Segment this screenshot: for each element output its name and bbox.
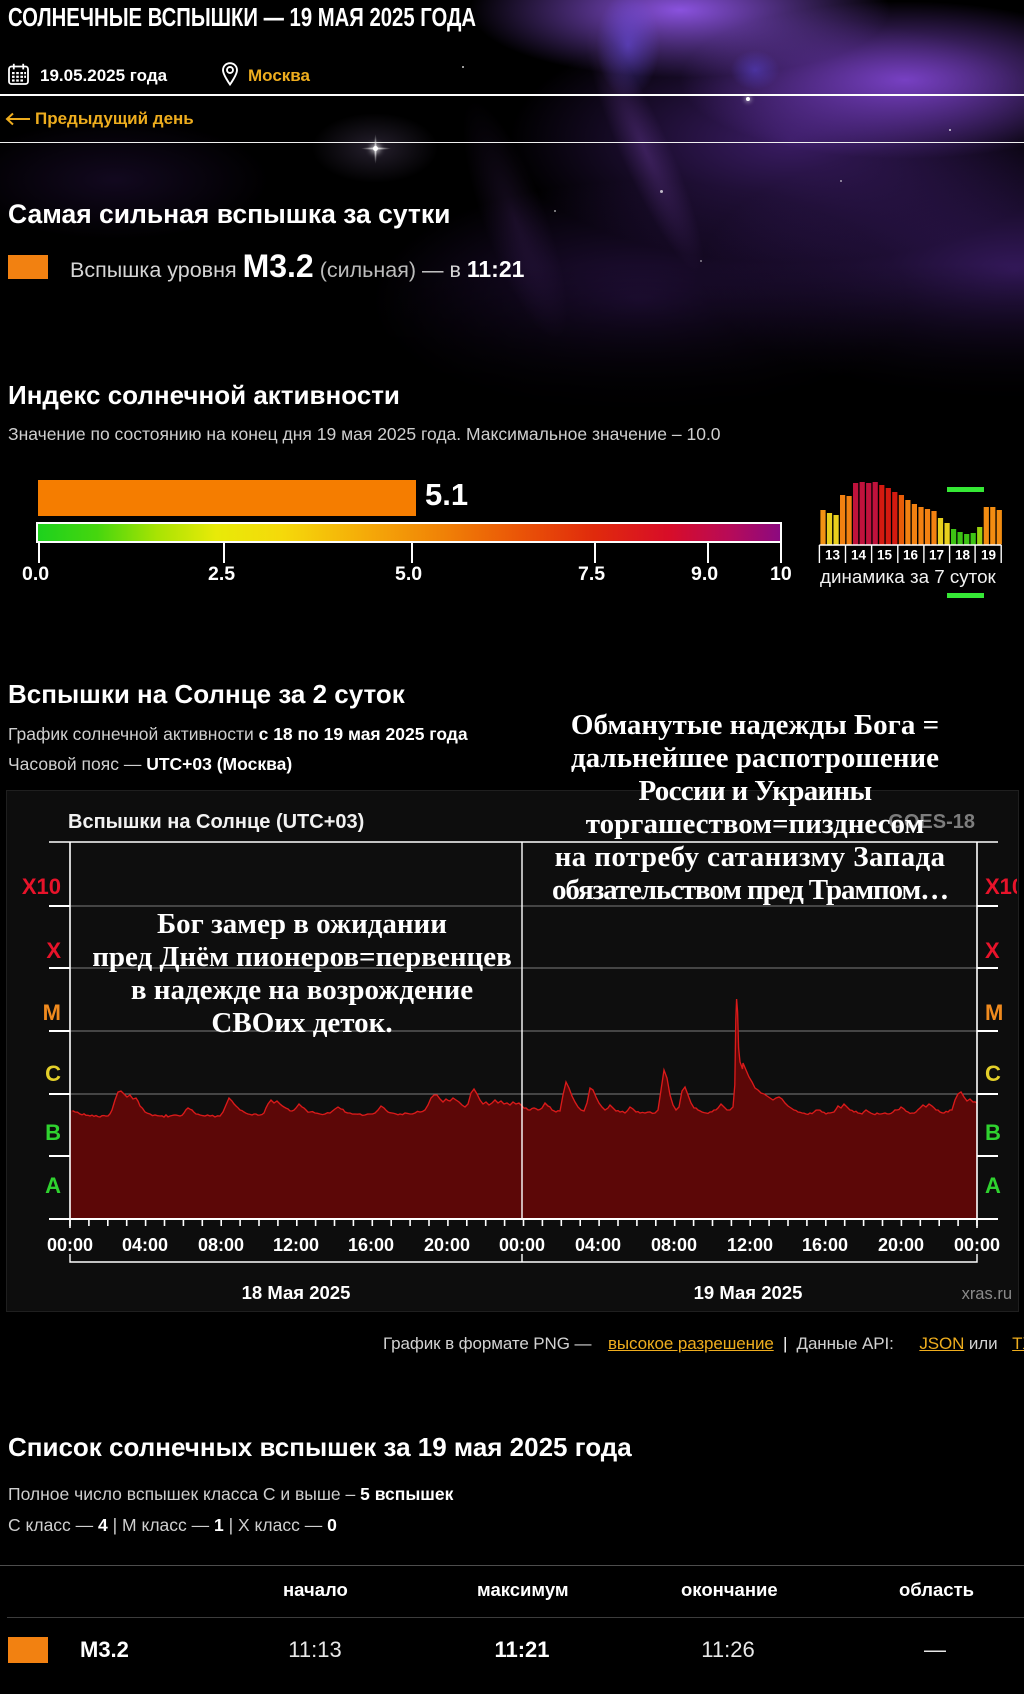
svg-text:18 Мая 2025: 18 Мая 2025	[242, 1282, 351, 1303]
svg-text:15: 15	[877, 548, 893, 563]
svg-text:08:00: 08:00	[198, 1235, 244, 1255]
svg-text:A: A	[985, 1173, 1001, 1198]
svg-text:A: A	[45, 1173, 61, 1198]
svg-text:B: B	[45, 1120, 61, 1145]
svg-text:12:00: 12:00	[273, 1235, 319, 1255]
svg-text:C: C	[45, 1061, 61, 1086]
svg-text:xras.ru: xras.ru	[962, 1285, 1012, 1303]
svg-text:14: 14	[851, 548, 867, 563]
svg-text:17: 17	[929, 548, 944, 563]
svg-text:B: B	[985, 1120, 1001, 1145]
svg-text:04:00: 04:00	[122, 1235, 168, 1255]
svg-text:GOES-18: GOES-18	[888, 811, 975, 833]
svg-text:19 Мая 2025: 19 Мая 2025	[694, 1282, 803, 1303]
svg-text:динамика за 7 суток: динамика за 7 суток	[820, 566, 997, 587]
svg-text:19: 19	[981, 548, 996, 563]
svg-text:M: M	[43, 1000, 61, 1025]
svg-text:C: C	[985, 1061, 1001, 1086]
svg-text:16:00: 16:00	[348, 1235, 394, 1255]
svg-text:X: X	[46, 938, 61, 963]
svg-text:Вспышки на Солнце (UTC+03): Вспышки на Солнце (UTC+03)	[68, 811, 364, 833]
svg-text:04:00: 04:00	[575, 1235, 621, 1255]
svg-text:20:00: 20:00	[424, 1235, 470, 1255]
svg-text:13: 13	[825, 548, 841, 563]
svg-text:18: 18	[955, 548, 971, 563]
svg-text:20:00: 20:00	[878, 1235, 924, 1255]
svg-text:X10: X10	[985, 874, 1017, 899]
svg-text:12:00: 12:00	[727, 1235, 773, 1255]
svg-text:16:00: 16:00	[802, 1235, 848, 1255]
svg-text:00:00: 00:00	[47, 1235, 93, 1255]
svg-text:X: X	[985, 938, 1000, 963]
svg-text:M: M	[985, 1000, 1003, 1025]
svg-text:00:00: 00:00	[954, 1235, 1000, 1255]
svg-text:X10: X10	[22, 874, 61, 899]
svg-text:08:00: 08:00	[651, 1235, 697, 1255]
svg-text:00:00: 00:00	[499, 1235, 545, 1255]
svg-text:16: 16	[903, 548, 919, 563]
